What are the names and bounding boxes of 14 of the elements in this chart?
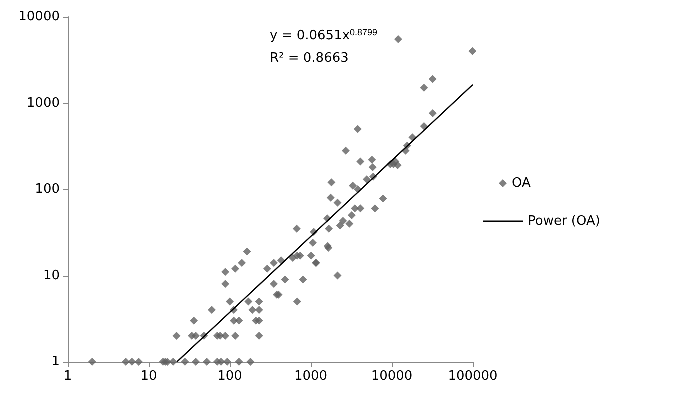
x-tick-label: 10	[140, 369, 158, 384]
y-tick-label: 10	[43, 268, 60, 284]
y-tick-label: 100	[35, 182, 60, 197]
x-tick-label: 10000	[371, 369, 413, 384]
legend-label: Power (OA)	[528, 214, 600, 229]
annotation: R² = 0.8663	[270, 51, 349, 66]
x-tick-label: 1	[64, 369, 72, 384]
x-tick-label: 1000	[294, 369, 328, 384]
y-tick-label: 1000	[26, 96, 60, 111]
legend-label: OA	[512, 176, 532, 191]
x-tick-label: 100	[218, 369, 242, 384]
y-tick-label: 10000	[18, 10, 60, 24]
y-tick-label: 1	[52, 354, 60, 370]
x-tick-label: 100000	[448, 369, 498, 384]
